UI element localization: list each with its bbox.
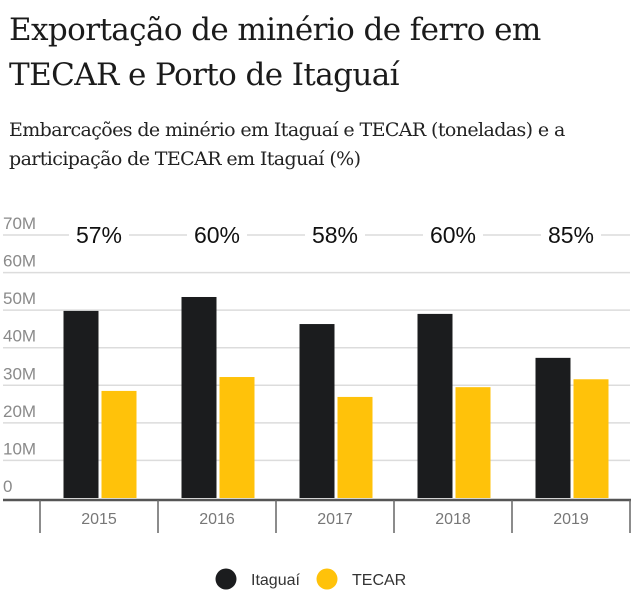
legend-swatch-icon bbox=[316, 568, 338, 590]
x-tick-label: 2019 bbox=[553, 511, 589, 528]
bar-tecar-2016 bbox=[219, 377, 255, 498]
legend-item-itagua: Itaguaí bbox=[215, 568, 300, 590]
percentage-label: 57% bbox=[76, 222, 122, 248]
x-tick-label: 2017 bbox=[317, 511, 353, 528]
percentage-label: 85% bbox=[548, 222, 594, 248]
chart-title: Exportação de minério de ferro em TECAR … bbox=[9, 12, 541, 93]
percentage-label-bg bbox=[69, 222, 129, 248]
y-tick-label: 20M bbox=[3, 402, 36, 421]
percentage-label-bg bbox=[541, 222, 601, 248]
bar-itagua-2016 bbox=[181, 296, 217, 498]
bar-itagua-2019 bbox=[535, 357, 571, 498]
y-tick-label: 40M bbox=[3, 327, 36, 346]
x-tick-label: 2016 bbox=[199, 511, 235, 528]
y-tick-label: 60M bbox=[3, 252, 36, 271]
y-tick-label: 50M bbox=[3, 289, 36, 308]
legend-item-tecar: TECAR bbox=[316, 568, 406, 590]
bar-tecar-2017 bbox=[337, 396, 373, 498]
percentage-label-bg bbox=[305, 222, 365, 248]
bar-itagua-2018 bbox=[417, 313, 453, 498]
y-tick-label: 30M bbox=[3, 364, 36, 383]
bars bbox=[63, 296, 609, 498]
y-tick-label: 0 bbox=[3, 477, 12, 496]
chart-subtitle: Embarcações de minério em Itaguaí e TECA… bbox=[9, 119, 565, 170]
bar-tecar-2019 bbox=[573, 379, 609, 498]
x-tick-label: 2018 bbox=[435, 511, 471, 528]
y-axis-ticks: 0 10M 20M 30M 40M 50M 60M 70M bbox=[3, 214, 36, 496]
percentage-labels: 57% 60% 58% 60% 85% bbox=[69, 222, 601, 248]
y-tick-label: 10M bbox=[3, 439, 36, 458]
y-tick-label: 70M bbox=[3, 214, 36, 233]
x-tick-label: 2015 bbox=[81, 511, 117, 528]
bar-itagua-2015 bbox=[63, 310, 99, 498]
x-axis: 2015 2016 2017 2018 2019 bbox=[3, 498, 631, 533]
percentage-label: 58% bbox=[312, 222, 358, 248]
legend-label: TECAR bbox=[352, 572, 406, 589]
bar-tecar-2015 bbox=[101, 390, 137, 498]
bar-itagua-2017 bbox=[299, 324, 335, 498]
legend-label: Itaguaí bbox=[251, 572, 300, 589]
percentage-label: 60% bbox=[194, 222, 240, 248]
percentage-label: 60% bbox=[430, 222, 476, 248]
bar-tecar-2018 bbox=[455, 387, 491, 498]
legend-swatch-icon bbox=[215, 568, 237, 590]
percentage-label-bg bbox=[423, 222, 483, 248]
legend: Itaguaí TECAR bbox=[215, 568, 406, 590]
percentage-label-bg bbox=[187, 222, 247, 248]
